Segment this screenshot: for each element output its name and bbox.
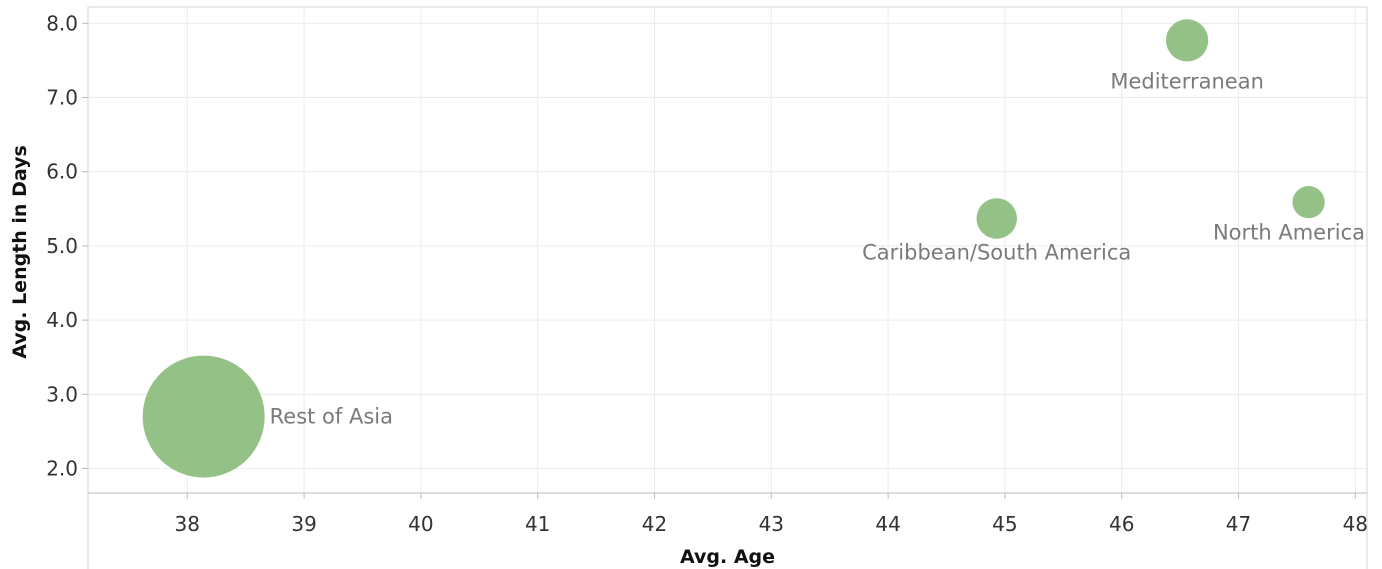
data-point-label: Caribbean/South America: [862, 241, 1131, 265]
x-tick-label: 39: [291, 512, 316, 536]
y-tick-label: 6.0: [46, 160, 78, 184]
y-tick-label: 8.0: [46, 11, 78, 35]
y-tick-label: 4.0: [46, 308, 78, 332]
x-tick-label: 43: [759, 512, 784, 536]
y-tick-label: 3.0: [46, 382, 78, 406]
y-axis-title: Avg. Length in Days: [9, 145, 31, 359]
x-tick-label: 46: [1109, 512, 1134, 536]
data-point[interactable]: [976, 198, 1017, 239]
y-tick-label: 7.0: [46, 86, 78, 110]
y-tick-label: 2.0: [46, 457, 78, 481]
y-axis: 2.0 3.0 4.0 5.0 6.0 7.0 8.0: [46, 11, 88, 481]
x-tick-label: 41: [525, 512, 550, 536]
x-tick-label: 47: [1226, 512, 1251, 536]
data-point-label: Mediterranean: [1110, 70, 1264, 94]
x-tick-label: 48: [1343, 512, 1368, 536]
x-tick-label: 38: [175, 512, 200, 536]
x-tick-label: 40: [408, 512, 433, 536]
data-point-label: Rest of Asia: [270, 405, 393, 429]
data-point-label: North America: [1213, 220, 1365, 244]
data-points: [142, 19, 1325, 478]
data-point[interactable]: [142, 355, 265, 478]
data-point-labels: Rest of Asia Mediterranean Caribbean/South…: [270, 70, 1365, 429]
grid-lines: [87, 6, 1368, 494]
data-point[interactable]: [1165, 19, 1209, 62]
x-tick-label: 45: [992, 512, 1017, 536]
x-axis: 38 39 40 41 42 43 44 45 46 47 48: [87, 492, 1368, 569]
x-tick-label: 42: [642, 512, 667, 536]
x-axis-title: Avg. Age: [680, 546, 775, 568]
y-tick-label: 5.0: [46, 234, 78, 258]
x-tick-label: 44: [875, 512, 900, 536]
data-point[interactable]: [1292, 186, 1325, 219]
